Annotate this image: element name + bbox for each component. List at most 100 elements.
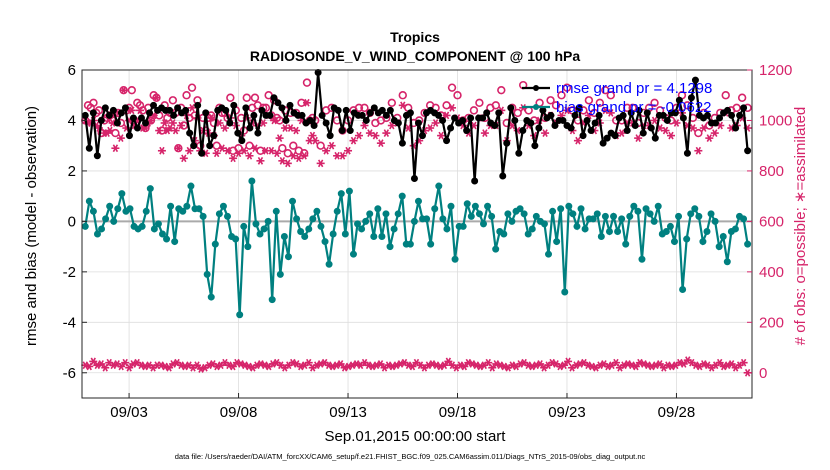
bias-point: [618, 215, 626, 223]
footnote: data file: /Users/raeder/DAI/ATM_forcXX/…: [175, 452, 646, 461]
rmse-point: [435, 111, 443, 119]
rmse-point: [198, 149, 206, 157]
rmse-point: [170, 111, 178, 119]
obs-count-low-point: [304, 358, 313, 367]
rmse-point: [595, 111, 603, 119]
rmse-point: [286, 101, 294, 109]
obs-assimilated-point: [177, 121, 186, 130]
rmse-point: [410, 174, 418, 182]
y-tick-label: 2: [68, 163, 76, 180]
rmse-point: [575, 104, 583, 112]
legend-marker: [533, 104, 539, 110]
bias-point: [264, 217, 272, 225]
series-layer: [81, 69, 752, 377]
rmse-point: [282, 116, 290, 124]
bias-point: [244, 243, 252, 251]
bias-point: [589, 215, 597, 223]
rmse-point: [479, 114, 487, 122]
obs-assimilated-point: [218, 144, 227, 153]
bias-point: [268, 296, 276, 304]
obs-possible-point: [551, 101, 561, 110]
bias-point: [187, 182, 195, 190]
rmse-point: [206, 142, 214, 150]
bias-point: [443, 225, 451, 233]
bias-point: [610, 212, 618, 220]
bias-point: [163, 235, 171, 243]
rmse-point: [439, 116, 447, 124]
obs-assimilated-point: [157, 146, 166, 155]
bias-point: [106, 202, 114, 210]
rmse-point: [471, 177, 479, 185]
bias-point: [93, 230, 101, 238]
rmse-point: [129, 114, 137, 122]
obs-possible-point: [650, 98, 659, 108]
obs-assimilated-point: [136, 106, 145, 115]
obs-possible-point: [622, 103, 632, 113]
rmse-point: [519, 127, 527, 135]
x-axis-label: Sep.01,2015 00:00:00 start: [325, 428, 507, 445]
obs-assimilated-point: [448, 103, 457, 112]
rmse-point: [503, 139, 511, 147]
rmse-point: [378, 106, 386, 114]
rmse-point: [121, 104, 129, 112]
obs-assimilated-point: [179, 154, 188, 163]
bias-point: [284, 253, 292, 261]
bias-point: [215, 210, 223, 218]
rmse-point: [230, 101, 238, 109]
obs-assimilated-point: [705, 134, 714, 142]
obs-assimilated-point: [119, 86, 128, 95]
rmse-point: [631, 122, 639, 130]
bias-point: [431, 205, 439, 213]
obs-possible-point: [447, 83, 457, 92]
bias-point: [699, 238, 707, 246]
obs-possible-point: [133, 98, 142, 108]
rmse-point: [366, 109, 374, 117]
obs-assimilated-point: [116, 134, 125, 142]
bias-point: [675, 212, 683, 220]
bias-point: [593, 210, 601, 218]
obs-assimilated-point: [166, 124, 175, 132]
obs-possible-point: [182, 91, 191, 100]
rmse-point: [234, 129, 242, 137]
bias-point: [569, 210, 577, 218]
bias-point: [358, 225, 366, 233]
bias-point: [561, 288, 569, 296]
rmse-point: [728, 111, 736, 119]
bias-point: [406, 240, 414, 248]
y2-tick-label: 200: [759, 314, 784, 331]
bias-point: [670, 238, 678, 246]
legend: rmse grand pr = 4.1298 bias grand pr = -0…: [522, 80, 712, 116]
rmse-point: [101, 104, 109, 112]
y-tick-label: 6: [68, 62, 76, 79]
bias-point: [398, 192, 406, 200]
obs-assimilated-point: [234, 149, 243, 158]
bias-point: [171, 238, 179, 246]
bias-point: [374, 205, 382, 213]
obs-possible-point: [606, 91, 615, 100]
rmse-point: [443, 137, 451, 145]
rmse-point: [515, 149, 523, 157]
bias-point: [614, 227, 622, 235]
rmse-point: [258, 106, 266, 114]
obs-possible-point: [226, 93, 235, 102]
bias-point: [545, 250, 553, 258]
bias-point: [740, 215, 748, 223]
obs-assimilated-point: [327, 141, 336, 150]
bias-point: [293, 215, 301, 223]
bias-point: [138, 222, 146, 230]
bias-point: [219, 202, 227, 210]
bias-point: [508, 217, 516, 225]
y2-axis-label: # of obs: o=possible; ∗=assimilated: [792, 107, 809, 346]
chart-title: Tropics: [390, 29, 440, 45]
bias-point: [329, 230, 337, 238]
obs-assimilated-point: [286, 124, 295, 132]
rmse-point: [703, 111, 711, 119]
rmse-point: [242, 104, 250, 112]
rmse-point: [591, 119, 599, 127]
rmse-point: [334, 106, 342, 114]
obs-count-low-point: [484, 358, 493, 367]
rmse-point: [463, 127, 471, 135]
bias-point: [471, 202, 479, 210]
rmse-point: [491, 122, 499, 130]
